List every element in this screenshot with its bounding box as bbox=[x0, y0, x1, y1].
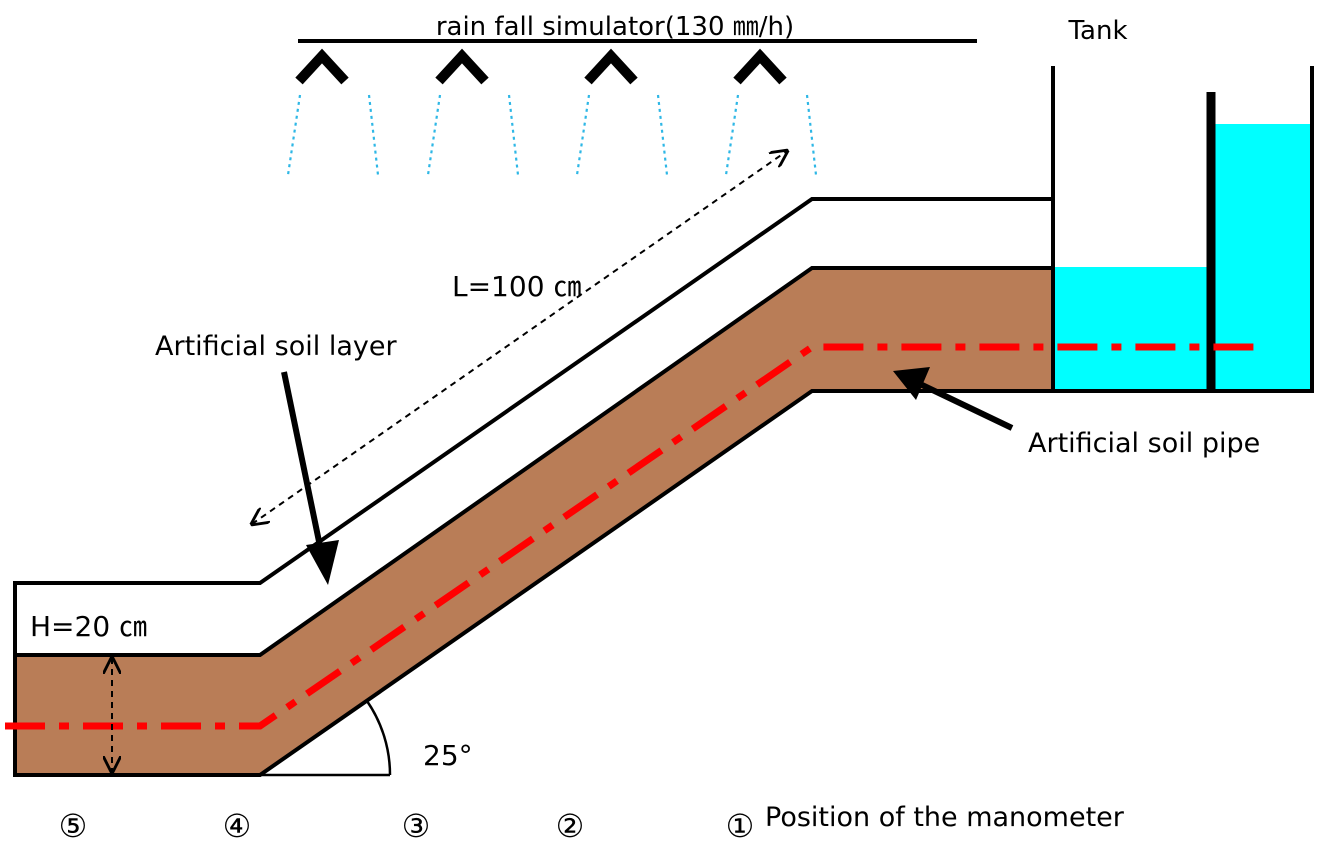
nozzle-4 bbox=[733, 48, 787, 85]
rainfall-simulator-label: rain fall simulator(130 ㎜/h) bbox=[436, 12, 794, 42]
slope-angle-label: 25° bbox=[423, 739, 473, 772]
nozzle-1 bbox=[295, 48, 349, 85]
tank-right-wall bbox=[1053, 66, 1314, 393]
slope-angle-arc bbox=[365, 700, 392, 776]
tank-label: Tank bbox=[1067, 16, 1127, 46]
soil-layer-label: Artificial soil layer bbox=[155, 331, 397, 362]
nozzle-2 bbox=[435, 48, 489, 85]
nozzle-3 bbox=[584, 48, 638, 85]
length-label: L=100 ㎝ bbox=[452, 270, 581, 303]
manometer-position-3: ③ bbox=[402, 807, 431, 845]
length-dimension-arrow bbox=[252, 151, 787, 524]
tank-water-inner bbox=[1055, 267, 1210, 391]
tank-water-outer bbox=[1213, 124, 1312, 391]
soil-layer-arrow-shaft bbox=[281, 371, 325, 557]
manometer-position-2: ② bbox=[556, 807, 585, 845]
soil-pipe-axis bbox=[5, 343, 1262, 730]
height-label: H=20 ㎝ bbox=[30, 610, 147, 643]
soil-layer-arrowhead bbox=[306, 540, 339, 585]
soil-pipe-arrowhead bbox=[893, 367, 930, 400]
soil-pipe-arrow-shaft bbox=[918, 381, 1014, 431]
rain-spray bbox=[286, 94, 818, 176]
manometer-caption: Position of the manometer bbox=[765, 802, 1125, 833]
soil-pipe-label: Artificial soil pipe bbox=[1028, 428, 1260, 459]
flume-top-wall bbox=[13, 197, 1053, 655]
manometer-position-5: ⑤ bbox=[59, 807, 88, 845]
manometer-position-4: ④ bbox=[223, 807, 252, 845]
manometer-position-1: ① bbox=[726, 807, 755, 845]
